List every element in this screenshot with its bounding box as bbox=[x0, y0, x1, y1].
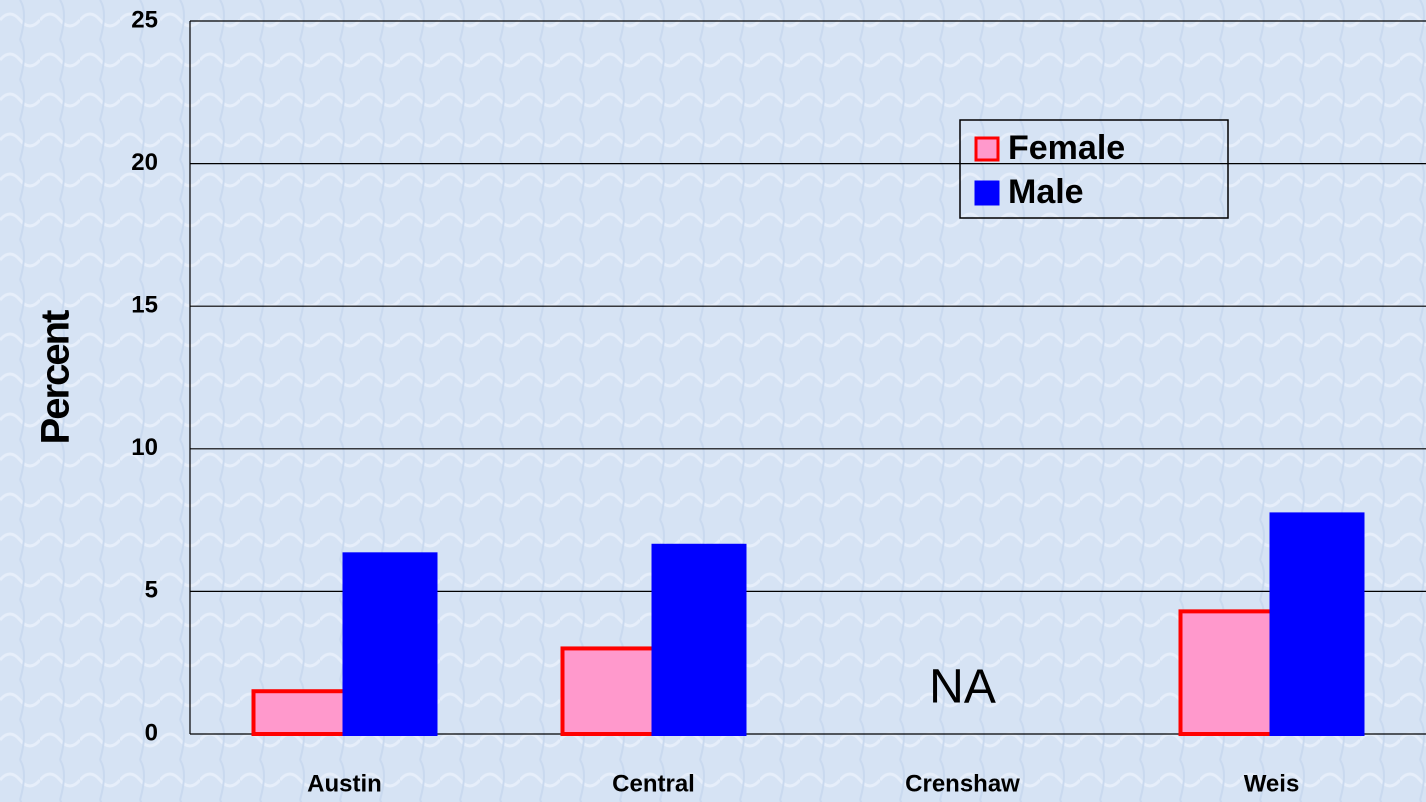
legend-swatch bbox=[974, 136, 1000, 162]
legend-label: Female bbox=[1008, 129, 1125, 167]
y-tick-label: 15 bbox=[131, 292, 158, 319]
bar bbox=[1269, 512, 1365, 736]
bar bbox=[342, 552, 438, 736]
legend-box bbox=[959, 119, 1229, 219]
legend-swatch bbox=[974, 180, 1000, 206]
bar bbox=[560, 646, 656, 736]
bar bbox=[1178, 609, 1274, 737]
annotation: NA bbox=[929, 661, 996, 714]
legend-label: Male bbox=[1008, 173, 1084, 211]
y-tick-label: 20 bbox=[131, 149, 158, 176]
x-tick-label: Weis bbox=[1244, 770, 1300, 797]
y-tick-label: 5 bbox=[145, 577, 158, 604]
y-tick-label: 25 bbox=[131, 6, 158, 33]
x-tick-label: Crenshaw bbox=[905, 770, 1020, 797]
y-tick-label: 0 bbox=[145, 719, 158, 746]
bar bbox=[651, 543, 747, 736]
y-axis-label: Percent bbox=[34, 310, 78, 444]
y-tick-label: 10 bbox=[131, 434, 158, 461]
x-tick-label: Austin bbox=[307, 770, 382, 797]
bar bbox=[251, 689, 347, 736]
x-tick-label: Central bbox=[612, 770, 695, 797]
